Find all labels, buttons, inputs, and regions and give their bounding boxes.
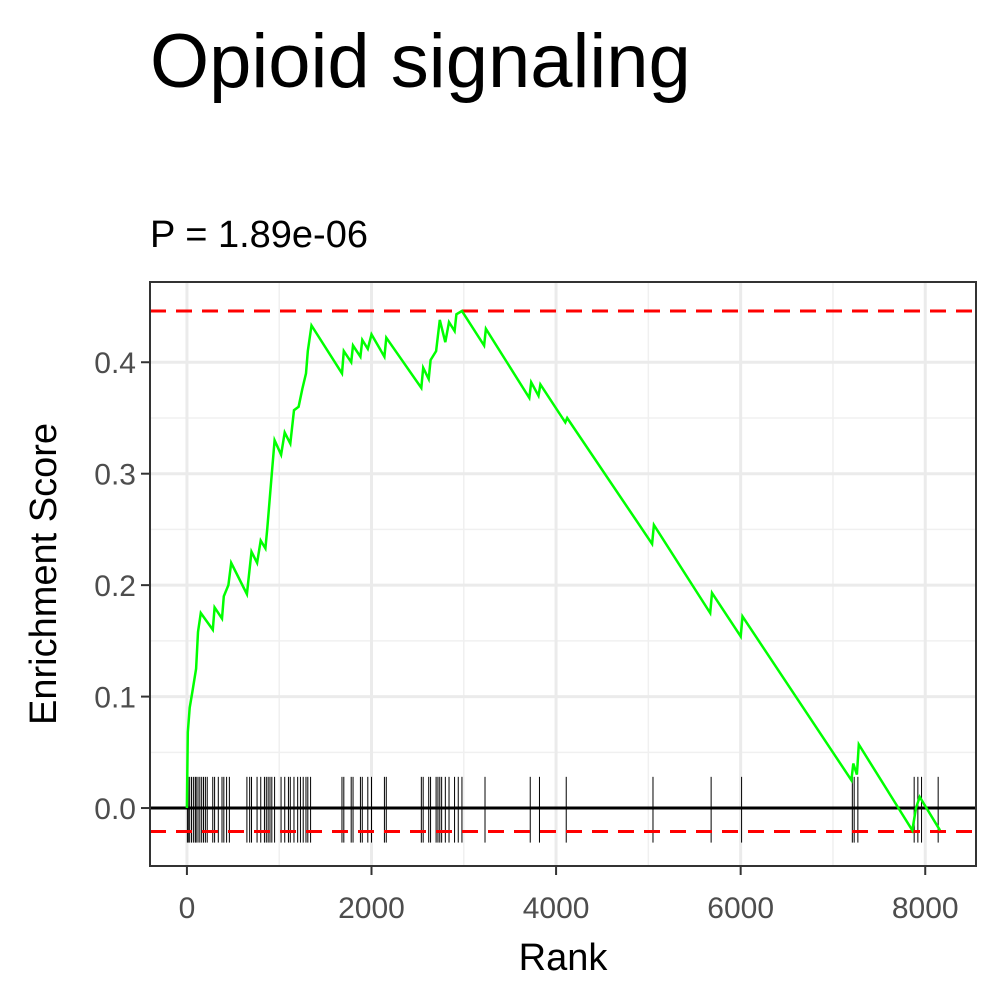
y-tick-label: 0.3 — [94, 459, 136, 492]
x-tick-label: 4000 — [523, 892, 590, 925]
y-tick-label: 0.4 — [94, 347, 136, 380]
x-tick-label: 8000 — [892, 892, 959, 925]
plot-border — [149, 281, 977, 867]
y-tick-label: 0.0 — [94, 793, 136, 826]
x-tick-label: 0 — [179, 892, 196, 925]
y-axis: 0.0 0.1 0.2 0.3 0.4 — [94, 347, 150, 826]
chart-title: Opioid signaling — [150, 19, 691, 104]
x-tick-label: 6000 — [707, 892, 774, 925]
y-axis-label: Enrichment Score — [23, 423, 65, 725]
x-axis: 0 2000 4000 6000 8000 — [179, 866, 959, 925]
x-axis-label: Rank — [519, 937, 609, 979]
y-tick-label: 0.1 — [94, 682, 136, 715]
x-tick-label: 2000 — [338, 892, 405, 925]
y-tick-label: 0.2 — [94, 570, 136, 603]
chart-subtitle: P = 1.89e-06 — [150, 214, 368, 256]
plot-panel — [150, 282, 976, 866]
enrichment-score-curve — [185, 309, 942, 834]
